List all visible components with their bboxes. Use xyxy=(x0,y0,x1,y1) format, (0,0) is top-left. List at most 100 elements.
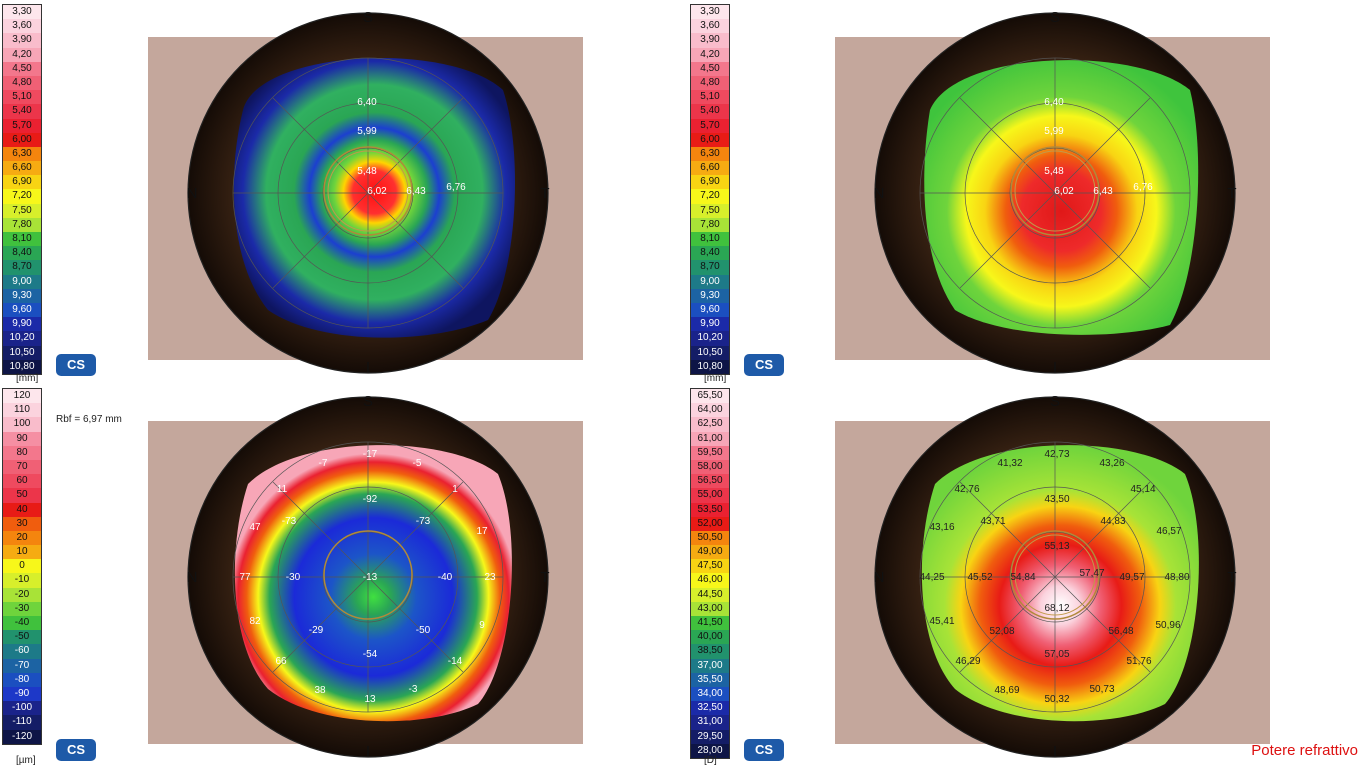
scale-cell: 6,00 xyxy=(3,132,41,147)
orient-i-bottom-right: I xyxy=(1053,743,1057,760)
map-value-label: -73 xyxy=(282,516,297,527)
scale-cell: 9,90 xyxy=(691,317,729,332)
scale-cell: 9,60 xyxy=(3,302,41,318)
scale-cell: 3,60 xyxy=(3,19,41,34)
map-value-label: 44,83 xyxy=(1100,516,1125,527)
map-value-label: 6,76 xyxy=(1133,182,1153,193)
scale-cell: 5,40 xyxy=(691,104,729,119)
map-value-label: 66 xyxy=(275,656,287,667)
scale-cell: 6,90 xyxy=(3,175,41,190)
scale-cell: -120 xyxy=(3,729,41,744)
map-value-label: -50 xyxy=(416,625,431,636)
scale-unit-bottom-right: [D] xyxy=(704,755,717,766)
map-value-label: 68,12 xyxy=(1044,603,1069,614)
color-scale-top-left: 3,30 3,60 3,90 4,20 4,50 4,80 5,10 5,40 5,70 6,00… xyxy=(2,4,42,375)
scale-cell: -20 xyxy=(3,587,41,602)
scale-cell: -50 xyxy=(3,630,41,645)
map-top-right: S I N T 6,40 5,99 5,48 6,02 6,43 6,76 xyxy=(835,9,1270,376)
map-value-label: 43,16 xyxy=(929,522,954,533)
scale-cell: 8,70 xyxy=(3,260,41,275)
scale-cell: 5,10 xyxy=(3,90,41,105)
scale-cell: 41,50 xyxy=(691,616,729,631)
map-value-label: 6,40 xyxy=(1044,97,1064,108)
orient-n-top-left: N xyxy=(187,185,198,202)
rbf-note: Rbf = 6,97 mm xyxy=(56,414,122,425)
orient-t-bottom-right: T xyxy=(1227,569,1236,586)
orient-t-top-right: T xyxy=(1227,185,1236,202)
scale-cell: 30 xyxy=(3,516,41,531)
cso-logo-bottom-left: CS xyxy=(56,739,96,761)
map-value-label: 23 xyxy=(484,572,496,583)
map-value-label: 51,76 xyxy=(1126,656,1151,667)
scale-cell: 6,60 xyxy=(691,161,729,176)
map-value-label: 6,76 xyxy=(446,182,466,193)
scale-cell: -30 xyxy=(3,601,41,616)
map-value-label: 1 xyxy=(452,484,458,495)
orient-n-top-right: N xyxy=(874,185,885,202)
orient-s-top-right: S xyxy=(1050,9,1060,26)
scale-cell: 61,00 xyxy=(691,431,729,446)
map-value-label: 6,02 xyxy=(367,186,387,197)
scale-cell: 52,00 xyxy=(691,516,729,531)
map-value-label: 50,96 xyxy=(1155,620,1180,631)
scale-cell: 10,80 xyxy=(3,359,41,374)
scale-cell: 28,00 xyxy=(691,743,729,758)
scale-cell: 80 xyxy=(3,445,41,460)
scale-cell: 5,40 xyxy=(3,104,41,119)
map-value-label: 43,50 xyxy=(1044,494,1069,505)
scale-cell: 37,00 xyxy=(691,658,729,673)
scale-cell: 10,50 xyxy=(3,345,41,360)
scale-cell: 29,50 xyxy=(691,729,729,744)
scale-cell: -70 xyxy=(3,658,41,673)
scale-cell: 6,30 xyxy=(3,146,41,162)
orient-i-top-right: I xyxy=(1053,359,1057,376)
scale-cell: 55,00 xyxy=(691,488,729,503)
scale-cell: -110 xyxy=(3,715,41,730)
scale-cell: 9,00 xyxy=(3,274,41,289)
scale-cell: 34,00 xyxy=(691,686,729,702)
map-value-label: 54,84 xyxy=(1010,572,1035,583)
map-value-label: 47 xyxy=(249,522,261,533)
scale-cell: 44,50 xyxy=(691,587,729,602)
scale-cell: 120 xyxy=(3,389,41,404)
map-value-label: 6,40 xyxy=(357,97,377,108)
scale-cell: 9,90 xyxy=(3,317,41,332)
map-value-label: 9 xyxy=(479,620,485,631)
scale-cell: 5,70 xyxy=(3,118,41,133)
scale-cell: -80 xyxy=(3,672,41,687)
color-scale-top-right: 3,30 3,60 3,90 4,20 4,50 4,80 5,10 5,40 5,70 6,00… xyxy=(690,4,730,375)
map-value-label: 50,32 xyxy=(1044,694,1069,705)
map-value-label: -54 xyxy=(363,649,378,660)
map-value-label: -3 xyxy=(409,684,418,695)
scale-cell: 0 xyxy=(3,559,41,574)
scale-cell: 5,70 xyxy=(691,118,729,133)
scale-cell: 53,50 xyxy=(691,502,729,517)
map-value-label: 17 xyxy=(476,526,488,537)
scale-cell: 4,20 xyxy=(691,47,729,62)
scale-cell: 38,50 xyxy=(691,644,729,659)
orient-t-bottom-left: T xyxy=(540,569,549,586)
scale-cell: 9,00 xyxy=(691,274,729,289)
scale-cell: 4,80 xyxy=(691,75,729,91)
color-scale-bottom-left: 120 110 100 90 80 70 60 50 40 30 20 10 0 -10 -20 -30 -40… xyxy=(2,388,42,745)
map-value-label: 52,08 xyxy=(989,626,1014,637)
scale-cell: 7,20 xyxy=(691,189,729,204)
map-value-label: 46,57 xyxy=(1156,526,1181,537)
map-value-label: 56,48 xyxy=(1108,626,1133,637)
scale-cell: 9,30 xyxy=(691,288,729,303)
map-value-label: 41,32 xyxy=(997,458,1022,469)
scale-cell: 50,50 xyxy=(691,530,729,546)
map-value-label: 49,57 xyxy=(1119,572,1144,583)
scale-cell: 8,10 xyxy=(3,232,41,247)
orient-n-bottom-left: N xyxy=(187,569,198,586)
scale-cell: 9,60 xyxy=(691,302,729,318)
scale-cell: 110 xyxy=(3,403,41,418)
scale-cell: 3,90 xyxy=(691,33,729,48)
scale-cell: 8,10 xyxy=(691,232,729,247)
map-value-label: 45,14 xyxy=(1130,484,1155,495)
scale-cell: 9,30 xyxy=(3,288,41,303)
map-value-label: -14 xyxy=(448,656,463,667)
scale-cell: 32,50 xyxy=(691,701,729,716)
orient-s-bottom-left: S xyxy=(363,393,373,410)
scale-cell: 31,00 xyxy=(691,715,729,730)
